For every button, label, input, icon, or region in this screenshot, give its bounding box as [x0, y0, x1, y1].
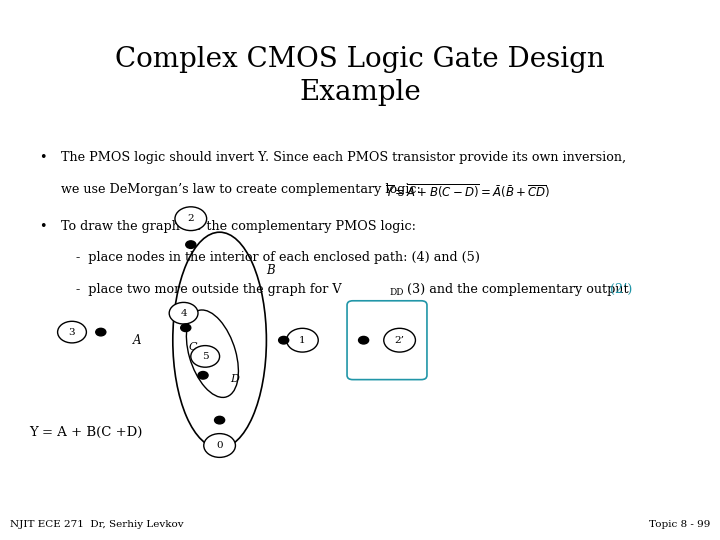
Text: To draw the graph for the complementary PMOS logic:: To draw the graph for the complementary …	[61, 220, 416, 233]
Text: B: B	[266, 264, 274, 276]
Text: -  place two more outside the graph for V: - place two more outside the graph for V	[76, 283, 341, 296]
FancyBboxPatch shape	[347, 301, 427, 380]
Circle shape	[384, 328, 415, 352]
Circle shape	[169, 302, 198, 324]
Ellipse shape	[186, 310, 238, 397]
Text: DD: DD	[390, 288, 405, 297]
Text: 4: 4	[180, 309, 187, 318]
Text: (3) and the complementary output: (3) and the complementary output	[403, 283, 633, 296]
Text: A: A	[132, 334, 141, 347]
Circle shape	[198, 372, 208, 379]
Ellipse shape	[173, 232, 266, 448]
Text: 2: 2	[187, 214, 194, 223]
Circle shape	[175, 207, 207, 231]
Text: 3: 3	[68, 328, 76, 336]
Circle shape	[279, 336, 289, 344]
Text: NJIT ECE 271  Dr, Serhiy Levkov: NJIT ECE 271 Dr, Serhiy Levkov	[10, 520, 184, 529]
Circle shape	[287, 328, 318, 352]
Text: 2’: 2’	[395, 336, 405, 345]
Text: •: •	[40, 151, 47, 164]
Text: 0: 0	[216, 441, 223, 450]
Text: 5: 5	[202, 352, 209, 361]
Text: The PMOS logic should invert Y. Since each PMOS transistor provide its own inver: The PMOS logic should invert Y. Since ea…	[61, 151, 626, 164]
Text: Complex CMOS Logic Gate Design
Example: Complex CMOS Logic Gate Design Example	[115, 46, 605, 106]
Circle shape	[204, 434, 235, 457]
Text: D: D	[230, 374, 239, 384]
Circle shape	[359, 336, 369, 344]
Text: 1: 1	[299, 336, 306, 345]
Circle shape	[181, 324, 191, 332]
Text: Y = A + B(C +D): Y = A + B(C +D)	[29, 426, 142, 438]
Text: -  place nodes in the interior of each enclosed path: (4) and (5): - place nodes in the interior of each en…	[76, 252, 480, 265]
Text: C: C	[189, 342, 197, 352]
Text: $\overline{Y}=\overline{A+B(C-D)}=\bar{A}(\bar{B}+\overline{CD})$: $\overline{Y}=\overline{A+B(C-D)}=\bar{A…	[385, 183, 551, 200]
Circle shape	[186, 241, 196, 248]
Circle shape	[215, 416, 225, 424]
Text: (2’): (2’)	[610, 283, 632, 296]
Text: •: •	[40, 220, 47, 233]
Circle shape	[96, 328, 106, 336]
Text: we use DeMorgan’s law to create complementary logic:: we use DeMorgan’s law to create compleme…	[61, 183, 421, 195]
Circle shape	[191, 346, 220, 367]
Circle shape	[58, 321, 86, 343]
Text: Topic 8 - 99: Topic 8 - 99	[649, 520, 710, 529]
